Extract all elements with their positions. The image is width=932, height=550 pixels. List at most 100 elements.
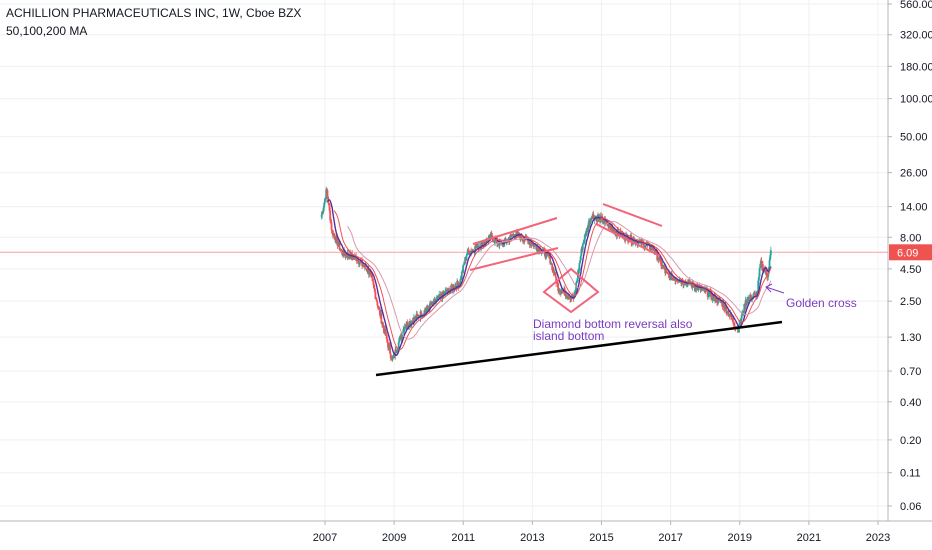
candle-body: [733, 323, 736, 327]
candle-body: [732, 317, 734, 323]
candle-body: [364, 264, 367, 269]
candle-body: [460, 272, 463, 280]
candle-body: [395, 351, 398, 353]
candle-body: [396, 349, 399, 352]
candle-body: [454, 285, 457, 289]
candle-body: [425, 308, 428, 311]
candle-body: [371, 278, 374, 282]
price-axis[interactable]: 560.00 320.00 180.00 100.00 50.00 26.00 14.00 8…: [887, 0, 932, 521]
candle-body: [725, 307, 728, 314]
candle-body: [714, 294, 716, 302]
time-axis[interactable]: 2007 2009 2011 2013 2015 2017 2019 2021 2023: [0, 520, 932, 544]
candle-body: [430, 301, 433, 306]
y-tick-label: 4.50: [900, 264, 921, 276]
candle-body: [758, 268, 761, 277]
y-tick-label: 0.06: [900, 501, 921, 513]
candle-body: [674, 279, 677, 281]
candle-body: [565, 294, 568, 297]
candle-body: [506, 239, 509, 242]
candle-body: [415, 313, 418, 319]
candle-body: [754, 293, 757, 295]
candle-body: [587, 225, 589, 231]
candle-body: [509, 235, 512, 240]
candle-body: [432, 299, 435, 304]
last-price-badge: [889, 244, 932, 261]
candle-body: [592, 214, 595, 218]
candle-body: [717, 297, 720, 304]
candle-body: [530, 241, 532, 244]
candle-body: [370, 273, 373, 276]
candle-body: [365, 269, 368, 272]
candle-body: [465, 255, 468, 260]
candle-body: [406, 321, 409, 327]
candle-body: [431, 301, 434, 303]
candle-body: [377, 306, 380, 308]
candle-body: [722, 302, 725, 309]
candle-body: [392, 356, 395, 359]
candle-body: [578, 263, 581, 270]
candle-body: [490, 234, 492, 239]
candle-body: [494, 238, 496, 243]
candle-body: [504, 238, 507, 241]
candle-body: [700, 287, 702, 290]
candle-body: [372, 281, 375, 285]
candle-body: [341, 250, 344, 255]
candle-body: [708, 292, 710, 297]
y-tick-label: 8.00: [900, 232, 921, 244]
candle-body: [677, 281, 680, 283]
golden-cross-annotation: Golden cross: [786, 296, 857, 310]
candle-body: [665, 270, 668, 273]
candle-body: [394, 349, 397, 357]
candle-body: [321, 211, 324, 216]
candle-body: [533, 244, 536, 247]
golden-cross-arrow-head: [765, 283, 773, 293]
candle-body: [440, 294, 443, 297]
candle-body: [556, 281, 559, 284]
candle-body: [740, 315, 743, 320]
candle-body: [369, 271, 372, 274]
candle-body: [435, 298, 438, 301]
candle-body: [325, 189, 328, 199]
candle-body: [462, 265, 465, 273]
candle-body: [397, 342, 400, 349]
candle-body: [579, 260, 581, 264]
candle-body: [738, 320, 741, 329]
x-tick-label: 2019: [728, 532, 752, 544]
x-tick-label: 2021: [797, 532, 821, 544]
candle-body: [617, 232, 620, 236]
candle-body: [423, 310, 426, 316]
candle-body: [656, 251, 659, 261]
candle-body: [671, 277, 674, 281]
candle-body: [490, 234, 493, 236]
candle-body: [583, 234, 586, 242]
candle-body: [728, 315, 731, 317]
candle-body: [429, 303, 432, 305]
candle-body: [386, 339, 389, 343]
candle-body: [343, 249, 346, 255]
candle-body: [547, 253, 550, 255]
candle-body: [326, 190, 329, 197]
candle-body: [373, 284, 375, 289]
candle-body: [576, 278, 579, 281]
candle-body: [470, 250, 473, 253]
candle-body: [340, 249, 343, 251]
candle-body: [658, 257, 661, 261]
candle-body: [321, 211, 324, 213]
y-tick-label: 560.00: [900, 0, 932, 11]
candle-body: [726, 313, 728, 315]
candle-body: [476, 243, 479, 250]
candle-body: [757, 276, 760, 281]
candle-body: [560, 291, 563, 293]
candle-body: [488, 235, 490, 239]
candle-body: [759, 264, 762, 269]
candle-body: [652, 246, 655, 250]
candle-body: [591, 215, 593, 220]
support-trendline[interactable]: [375, 320, 783, 377]
candle-body: [405, 326, 407, 328]
candle-body: [623, 233, 625, 240]
candle-body: [537, 247, 540, 249]
candle-body: [333, 235, 336, 240]
candle-body: [467, 249, 470, 252]
candle-body: [379, 309, 381, 316]
